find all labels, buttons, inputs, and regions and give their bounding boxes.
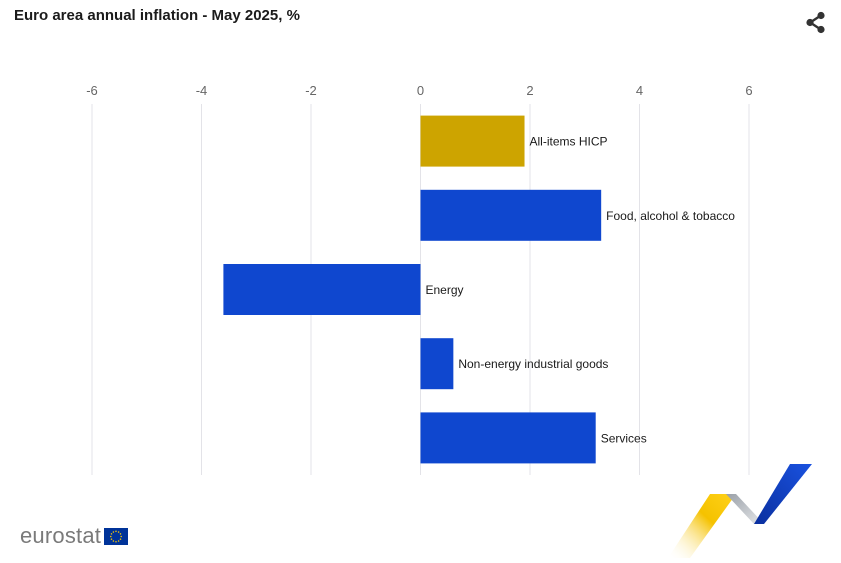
bar[interactable] xyxy=(420,189,602,241)
x-tick-label: -4 xyxy=(196,83,208,98)
x-tick-label: 2 xyxy=(526,83,533,98)
x-axis-ticks: -6 -4 -2 0 2 4 6 xyxy=(86,83,752,98)
flag-star xyxy=(115,530,117,532)
flag-star xyxy=(120,535,123,537)
flag-star xyxy=(112,530,115,533)
flag-star xyxy=(119,532,122,535)
bar[interactable] xyxy=(223,264,421,315)
bar[interactable] xyxy=(420,115,525,167)
bar-category-label: Services xyxy=(601,431,647,445)
flag-star xyxy=(110,532,113,535)
bar-category-label: Non-energy industrial goods xyxy=(458,357,608,371)
flag-star xyxy=(115,540,117,542)
x-tick-label: 0 xyxy=(417,83,424,98)
bar-category-label: Energy xyxy=(426,283,464,297)
flag-star xyxy=(119,537,122,540)
bar[interactable] xyxy=(420,412,596,464)
flag-star xyxy=(117,539,120,542)
chart-title: Euro area annual inflation - May 2025, % xyxy=(14,7,300,24)
bars xyxy=(223,115,602,464)
eurostat-logo[interactable]: eurostat xyxy=(20,523,129,549)
bar[interactable] xyxy=(420,338,454,390)
eurostat-wordmark: eurostat xyxy=(20,523,102,548)
bar-category-label: Food, alcohol & tobacco xyxy=(606,209,735,223)
x-tick-label: -2 xyxy=(305,83,317,98)
inflation-bar-chart: -6 -4 -2 0 2 4 6 All-items HICP Food, alcohol &… xyxy=(86,83,753,475)
flag-star xyxy=(110,535,112,537)
x-tick-label: 6 xyxy=(745,83,752,98)
share-button[interactable] xyxy=(803,10,829,36)
flag-star xyxy=(112,539,115,542)
x-tick-label: 4 xyxy=(636,83,643,98)
flag-star xyxy=(110,537,113,540)
bar-category-label: All-items HICP xyxy=(530,135,608,149)
bar-labels: All-items HICP Food, alcohol & tobacco Ene… xyxy=(426,135,736,446)
flag-star xyxy=(117,530,120,533)
eu-flag-icon xyxy=(104,527,129,545)
eurostat-ribbon-graphic xyxy=(668,464,812,558)
x-tick-label: -6 xyxy=(86,83,98,98)
share-icon xyxy=(806,11,825,34)
